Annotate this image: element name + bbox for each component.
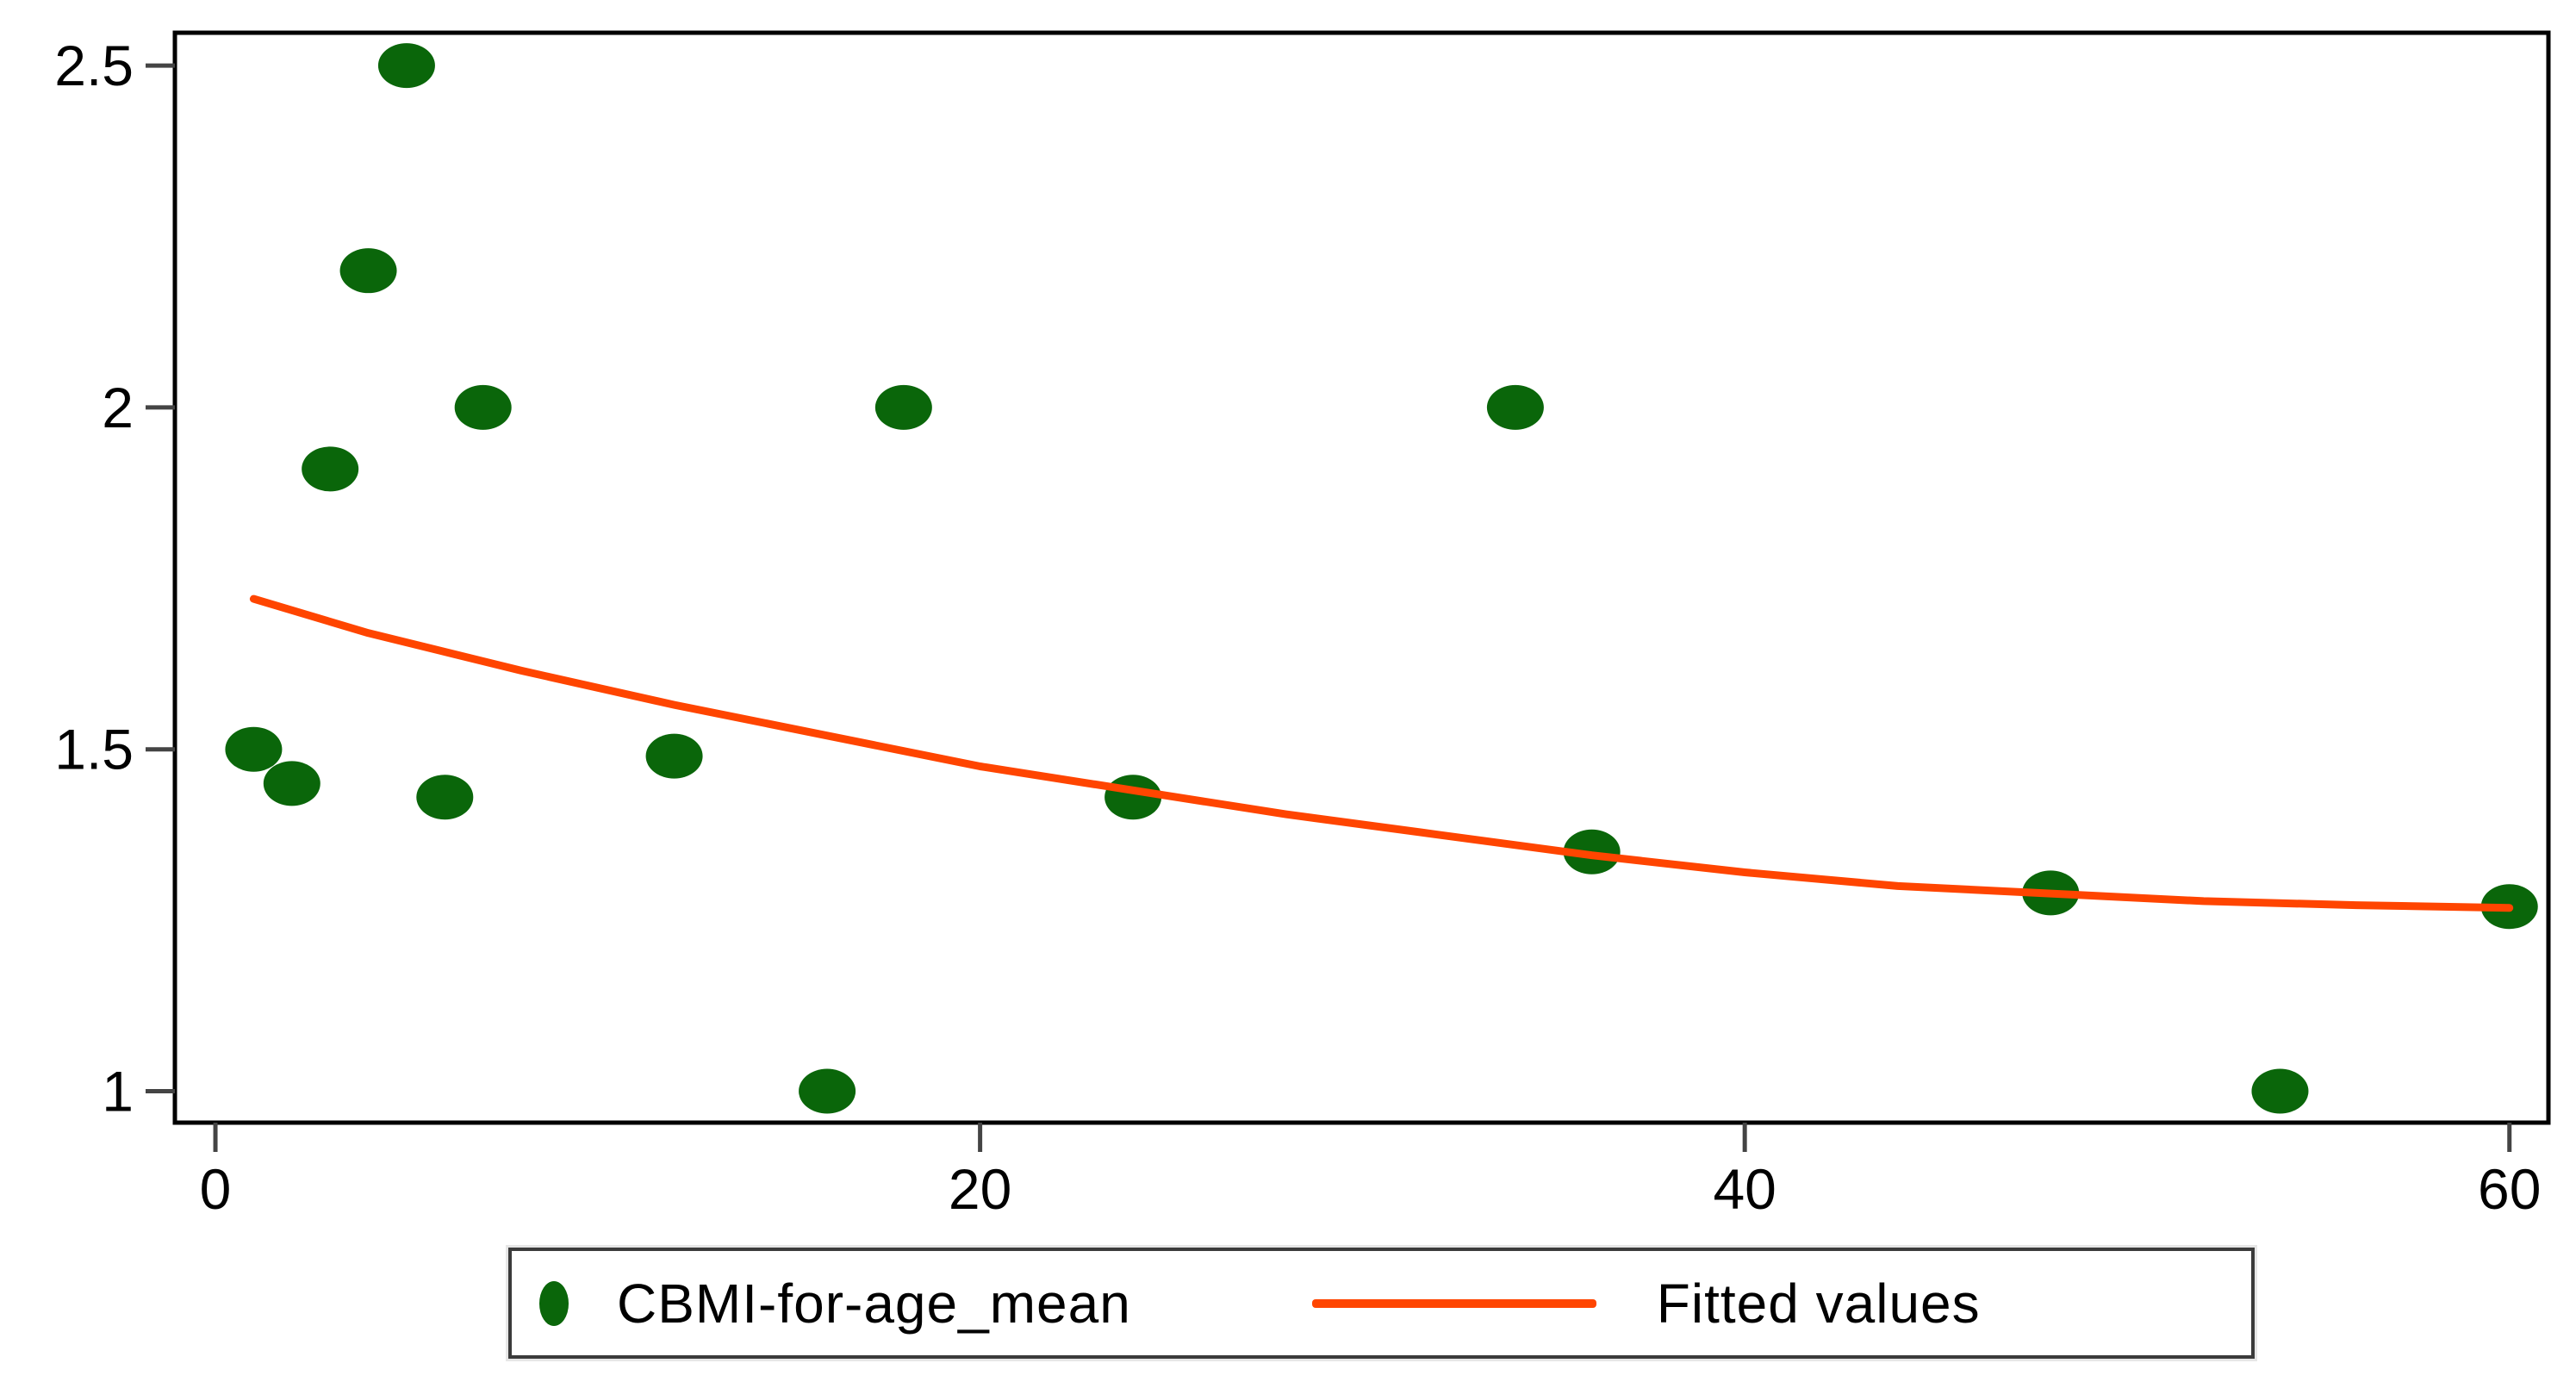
data-point [416, 775, 474, 820]
data-point [377, 43, 435, 89]
data-point [645, 733, 703, 779]
y-tick-label: 1 [102, 1059, 134, 1123]
data-point [874, 384, 932, 430]
data-point [225, 726, 283, 772]
legend-scatter-marker-icon [539, 1280, 569, 1326]
data-point [302, 446, 359, 492]
y-tick-label: 2.5 [54, 34, 134, 97]
legend-label-scatter: CBMI-for-age_mean [617, 1272, 1131, 1335]
plot-border [172, 30, 2551, 1125]
legend: CBMI-for-age_mean Fitted values [508, 1248, 2255, 1359]
x-tick-label: 20 [949, 1157, 1011, 1221]
data-point [263, 761, 320, 806]
data-point [2251, 1068, 2309, 1114]
data-point [799, 1068, 856, 1114]
legend-fitted-line-icon [1311, 1298, 1596, 1308]
y-tick-label: 1.5 [54, 718, 134, 781]
data-point [454, 384, 512, 430]
legend-label-fitted: Fitted values [1656, 1272, 1981, 1335]
x-tick-label: 0 [200, 1157, 232, 1221]
y-tick-label: 2 [102, 376, 134, 439]
data-point [339, 248, 397, 294]
x-tick-label: 60 [2478, 1157, 2541, 1221]
fitted-line [249, 594, 2514, 912]
data-point [1486, 384, 1544, 430]
x-tick-label: 40 [1713, 1157, 1776, 1221]
